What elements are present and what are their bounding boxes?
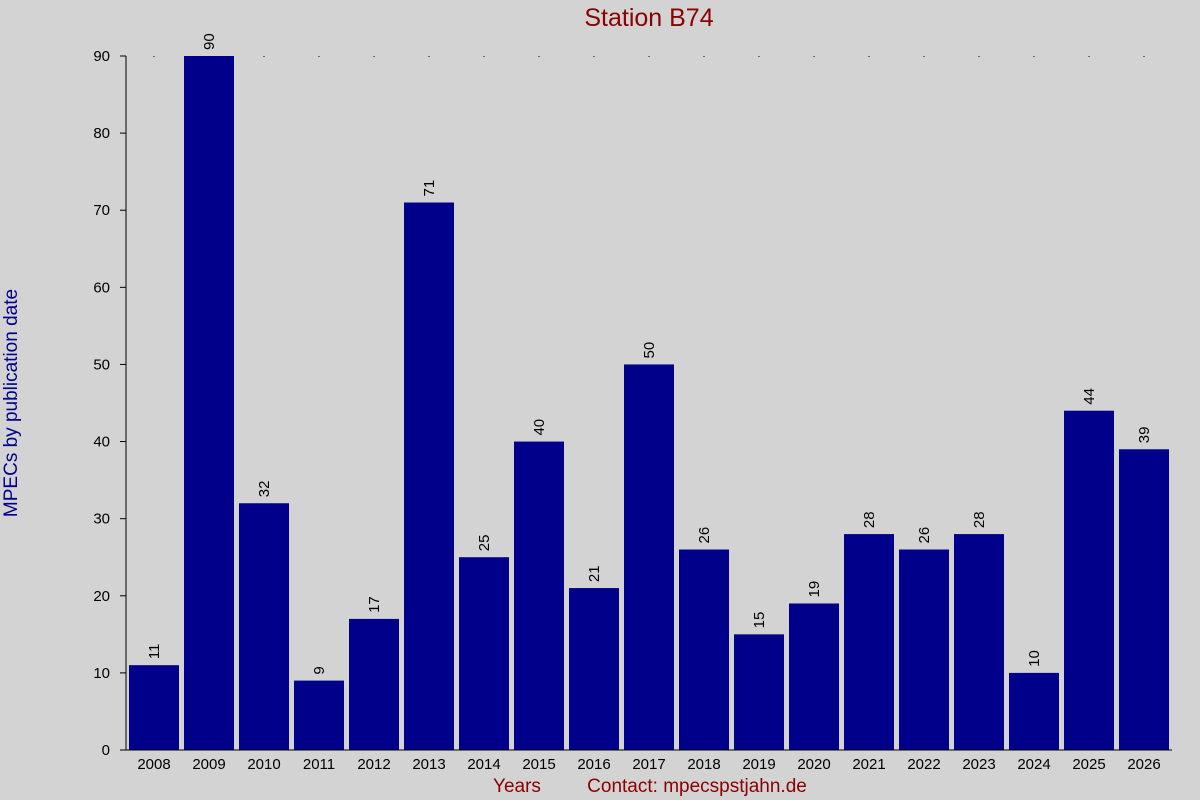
- top-dot: [373, 56, 375, 57]
- top-dot: [1143, 56, 1145, 57]
- y-tick-50: 50: [93, 356, 110, 373]
- data-label-2014: 25: [476, 535, 493, 552]
- bar-2021: [844, 534, 894, 750]
- x-tick-2017: 2017: [632, 756, 665, 773]
- x-tick-2016: 2016: [577, 756, 610, 773]
- contact-text: Contact: mpecspstjahn.de: [587, 776, 807, 797]
- data-label-2022: 26: [916, 527, 933, 544]
- bar-2011: [294, 680, 344, 750]
- data-label-2024: 10: [1026, 650, 1043, 667]
- y-tick-90: 90: [93, 48, 110, 65]
- y-tick-30: 30: [93, 511, 110, 528]
- x-tick-2012: 2012: [357, 756, 390, 773]
- x-tick-2015: 2015: [522, 756, 555, 773]
- top-dot: [813, 56, 815, 57]
- y-tick-70: 70: [93, 202, 110, 219]
- bar-2018: [679, 549, 729, 750]
- data-label-2013: 71: [421, 180, 438, 197]
- plot-area: 1120089020093220109201117201271201325201…: [93, 33, 1172, 773]
- x-tick-2014: 2014: [467, 756, 500, 773]
- data-label-2019: 15: [751, 612, 768, 629]
- x-tick-2011: 2011: [303, 756, 335, 773]
- chart-title: Station B74: [584, 4, 713, 32]
- top-dot: [868, 56, 870, 57]
- top-dot: [428, 56, 430, 57]
- bar-2025: [1064, 410, 1114, 750]
- bar-2023: [954, 534, 1004, 750]
- bar-2019: [734, 634, 784, 750]
- x-tick-2020: 2020: [797, 756, 830, 773]
- x-tick-2018: 2018: [687, 756, 720, 773]
- top-dot: [923, 56, 925, 57]
- bar-2013: [404, 202, 454, 750]
- bar-2008: [129, 665, 179, 750]
- data-label-2020: 19: [806, 581, 823, 598]
- y-tick-20: 20: [93, 588, 110, 605]
- y-tick-10: 10: [93, 665, 110, 682]
- x-tick-2008: 2008: [137, 756, 170, 773]
- top-dot: [153, 56, 155, 57]
- x-tick-2010: 2010: [247, 756, 280, 773]
- y-axis-label: MPECs by publication date: [1, 289, 22, 517]
- bar-2010: [239, 503, 289, 750]
- top-dot: [703, 56, 705, 57]
- data-label-2009: 90: [201, 33, 218, 50]
- x-tick-2024: 2024: [1017, 756, 1050, 773]
- x-tick-2013: 2013: [412, 756, 445, 773]
- bar-2009: [184, 56, 234, 750]
- top-dot: [538, 56, 540, 57]
- y-tick-60: 60: [93, 279, 110, 296]
- top-dot: [1033, 56, 1035, 57]
- top-dot: [1088, 56, 1090, 57]
- x-tick-2021: 2021: [852, 756, 885, 773]
- x-axis-label: Years: [493, 776, 541, 797]
- bar-2017: [624, 364, 674, 750]
- data-label-2025: 44: [1081, 388, 1098, 405]
- x-tick-2023: 2023: [962, 756, 995, 773]
- y-tick-40: 40: [93, 434, 110, 451]
- top-dot: [318, 56, 320, 57]
- top-dot: [978, 56, 980, 57]
- x-tick-2025: 2025: [1072, 756, 1105, 773]
- x-tick-2019: 2019: [742, 756, 775, 773]
- data-label-2026: 39: [1136, 427, 1153, 444]
- top-dot: [263, 56, 265, 57]
- data-label-2015: 40: [531, 419, 548, 436]
- data-label-2010: 32: [256, 481, 273, 498]
- data-label-2017: 50: [641, 342, 658, 359]
- x-tick-2022: 2022: [907, 756, 940, 773]
- data-label-2012: 17: [366, 596, 383, 613]
- bar-2022: [899, 549, 949, 750]
- bar-2015: [514, 441, 564, 750]
- bar-2026: [1119, 449, 1169, 750]
- data-label-2016: 21: [586, 565, 603, 582]
- data-label-2021: 28: [861, 511, 878, 528]
- x-tick-2009: 2009: [192, 756, 225, 773]
- top-dot: [593, 56, 595, 57]
- bar-2016: [569, 588, 619, 750]
- bar-2020: [789, 603, 839, 750]
- data-label-2008: 11: [146, 644, 163, 660]
- top-dot: [483, 56, 485, 57]
- y-tick-0: 0: [102, 742, 110, 759]
- bar-2024: [1009, 672, 1059, 750]
- top-dot: [758, 56, 760, 57]
- bar-2012: [349, 618, 399, 750]
- bar-2014: [459, 557, 509, 750]
- y-tick-80: 80: [93, 125, 110, 142]
- top-dot: [648, 56, 650, 57]
- data-label-2018: 26: [696, 527, 713, 544]
- data-label-2011: 9: [311, 666, 328, 674]
- x-tick-2026: 2026: [1127, 756, 1160, 773]
- data-label-2023: 28: [971, 511, 988, 528]
